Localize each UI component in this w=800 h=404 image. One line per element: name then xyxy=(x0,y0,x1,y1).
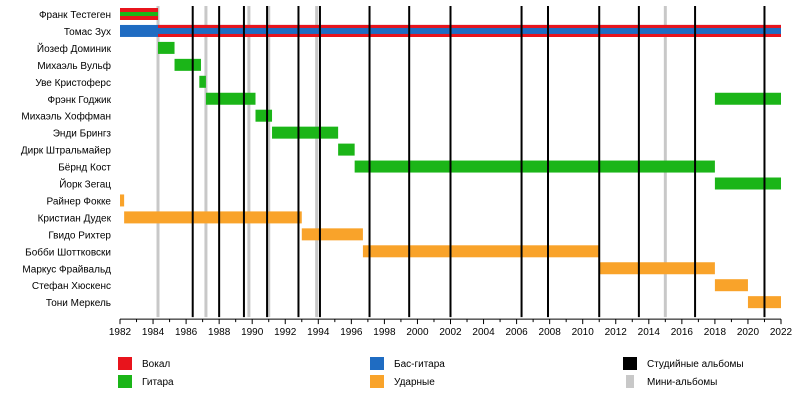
x-tick-label-1992: 1992 xyxy=(274,327,297,338)
bar-энди-брингз-guitar-1 xyxy=(272,126,339,139)
x-tick-label-2002: 2002 xyxy=(439,327,462,338)
member-name-9: Дирк Штральмайер xyxy=(21,146,112,157)
bar-уве-кристоферс-guitar-1 xyxy=(199,75,206,88)
x-tick-label-2008: 2008 xyxy=(539,327,562,338)
member-name-17: Стефан Хюскенс xyxy=(32,280,111,292)
x-tick-label-2022: 2022 xyxy=(770,327,793,338)
member-name-3: Йозеф Доминик xyxy=(37,42,112,55)
legend-label-6: Мини-альбомы xyxy=(647,376,717,388)
x-tick-label-2020: 2020 xyxy=(737,327,760,338)
legend-swatch-1 xyxy=(118,357,132,370)
bar-фрэнк-годжик-guitar-2 xyxy=(714,92,781,105)
member-name-4: Михаэль Вульф xyxy=(37,60,111,72)
legend-swatch-2 xyxy=(118,375,132,388)
x-tick-label-2016: 2016 xyxy=(671,327,694,338)
bar-бёрнд-кост-guitar-1 xyxy=(354,160,715,173)
x-tick-label-1984: 1984 xyxy=(142,327,165,338)
x-tick-label-2006: 2006 xyxy=(505,327,528,338)
bar-frank-guitar-stripe xyxy=(120,12,159,16)
x-tick-label-2018: 2018 xyxy=(704,327,727,338)
member-name-18: Тони Меркель xyxy=(46,298,111,309)
x-tick-label-1986: 1986 xyxy=(175,327,198,338)
member-name-5: Уве Кристоферс xyxy=(35,77,111,89)
member-name-11: Йорк Зегац xyxy=(59,178,111,191)
x-tick-label-1990: 1990 xyxy=(241,327,264,338)
x-tick-label-2000: 2000 xyxy=(406,327,429,338)
bar-гвидо-рихтер-drums-1 xyxy=(301,228,363,241)
bar-йозеф-доминик-guitar-1 xyxy=(158,41,175,54)
legend-label-4: Ударные xyxy=(394,377,435,388)
x-tick-label-2004: 2004 xyxy=(472,327,495,338)
x-tick-label-2014: 2014 xyxy=(638,327,661,338)
legend-swatch-4 xyxy=(370,375,384,388)
bar-йорк-зегац-guitar-1 xyxy=(714,177,781,190)
bar-дирк-штральмайер-guitar-1 xyxy=(338,143,355,156)
legend-swatch-6 xyxy=(626,375,634,388)
bar-михаэль-хоффман-guitar-1 xyxy=(255,109,273,122)
member-name-2: Томас Зух xyxy=(64,27,111,38)
legend-label-3: Бас-гитара xyxy=(394,359,445,370)
legend-label-2: Гитара xyxy=(142,377,174,388)
legend-swatch-3 xyxy=(370,357,384,370)
member-name-15: Бобби Шоттковски xyxy=(25,246,111,258)
member-name-16: Маркус Фрайвальд xyxy=(22,264,111,275)
member-name-7: Михаэль Хоффман xyxy=(21,111,111,123)
bar-михаэль-вульф-guitar-1 xyxy=(174,58,201,71)
bar-thomas-bass-stripe xyxy=(158,27,781,34)
member-name-10: Бёрнд Кост xyxy=(58,163,111,174)
bar-фрэнк-годжик-guitar-1 xyxy=(205,92,256,105)
legend-label-1: Вокал xyxy=(142,359,170,370)
x-tick-label-1994: 1994 xyxy=(307,327,330,338)
member-name-6: Фрэнк Годжик xyxy=(47,95,111,106)
member-name-8: Энди Брингз xyxy=(53,129,112,140)
x-tick-label-1998: 1998 xyxy=(373,327,396,338)
x-tick-label-2010: 2010 xyxy=(572,327,595,338)
member-name-14: Гвидо Рихтер xyxy=(48,230,111,241)
legend-swatch-5 xyxy=(623,357,637,370)
member-name-1: Франк Тестеген xyxy=(39,10,111,21)
x-tick-label-1988: 1988 xyxy=(208,327,231,338)
x-tick-label-1982: 1982 xyxy=(109,327,132,338)
bar-маркус-фрайвальд-drums-1 xyxy=(599,262,715,275)
x-tick-label-2012: 2012 xyxy=(605,327,628,338)
member-name-13: Кристиан Дудек xyxy=(38,213,112,224)
legend-label-5: Студийные альбомы xyxy=(647,358,744,370)
bar-райнер-фокке-drums-1 xyxy=(120,194,125,207)
bar-стефан-хюскенс-drums-1 xyxy=(714,279,748,292)
x-tick-label-1996: 1996 xyxy=(340,327,363,338)
bar-бобби-шоттковски-drums-1 xyxy=(362,245,600,258)
bar-кристиан-дудек-drums-1 xyxy=(124,211,302,224)
member-name-12: Райнер Фокке xyxy=(47,196,112,207)
